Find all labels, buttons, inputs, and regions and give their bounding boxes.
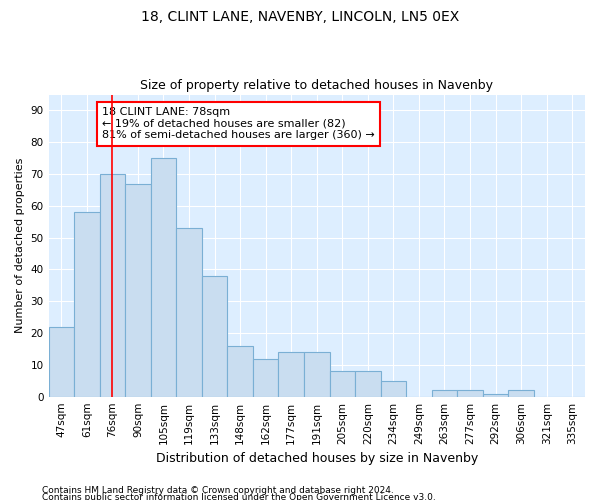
Bar [355, 371, 380, 396]
Bar [253, 358, 278, 397]
Bar [304, 352, 329, 397]
Bar [74, 212, 100, 396]
Bar [508, 390, 534, 396]
Bar [278, 352, 304, 397]
Bar [457, 390, 483, 396]
X-axis label: Distribution of detached houses by size in Navenby: Distribution of detached houses by size … [155, 452, 478, 465]
Bar [151, 158, 176, 396]
Text: 18, CLINT LANE, NAVENBY, LINCOLN, LN5 0EX: 18, CLINT LANE, NAVENBY, LINCOLN, LN5 0E… [141, 10, 459, 24]
Bar [202, 276, 227, 396]
Text: Contains HM Land Registry data © Crown copyright and database right 2024.: Contains HM Land Registry data © Crown c… [42, 486, 394, 495]
Bar [100, 174, 125, 396]
Bar [227, 346, 253, 397]
Text: 18 CLINT LANE: 78sqm
← 19% of detached houses are smaller (82)
81% of semi-detac: 18 CLINT LANE: 78sqm ← 19% of detached h… [102, 108, 375, 140]
Bar [483, 394, 508, 396]
Y-axis label: Number of detached properties: Number of detached properties [15, 158, 25, 334]
Bar [432, 390, 457, 396]
Text: Contains public sector information licensed under the Open Government Licence v3: Contains public sector information licen… [42, 494, 436, 500]
Bar [176, 228, 202, 396]
Bar [125, 184, 151, 396]
Title: Size of property relative to detached houses in Navenby: Size of property relative to detached ho… [140, 79, 493, 92]
Bar [49, 326, 74, 396]
Bar [380, 381, 406, 396]
Bar [329, 371, 355, 396]
